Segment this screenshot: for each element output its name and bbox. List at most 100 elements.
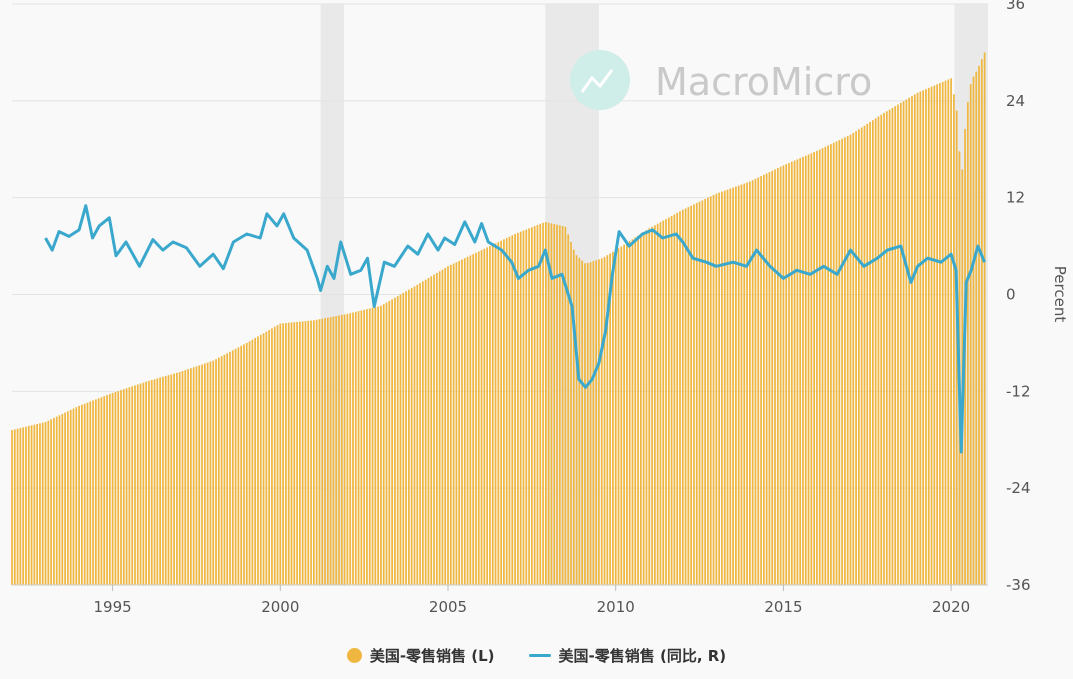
bar <box>108 394 111 585</box>
bar <box>746 182 748 586</box>
bar <box>807 154 810 586</box>
bar <box>925 89 927 586</box>
bar <box>665 219 667 585</box>
bar <box>743 183 746 585</box>
bar <box>754 178 757 586</box>
bar <box>477 251 480 586</box>
bar <box>715 193 718 585</box>
bar <box>525 229 528 585</box>
bar <box>556 224 558 585</box>
bar <box>522 230 525 586</box>
bar <box>785 164 788 585</box>
bar <box>804 155 807 585</box>
bar <box>100 397 103 585</box>
bar <box>53 417 55 585</box>
bar <box>612 251 614 585</box>
bar <box>201 364 203 585</box>
y-axis-ticks: 36 24 12 0 -12 -24 -36 <box>1006 0 1031 594</box>
bar <box>134 385 136 585</box>
x-tick-label: 2015 <box>764 598 802 616</box>
bar <box>578 257 581 585</box>
bar <box>285 323 287 585</box>
bar <box>592 261 595 585</box>
bar <box>656 223 659 586</box>
bar <box>729 188 732 585</box>
retail-sales-bars <box>11 52 986 586</box>
bar <box>173 373 175 585</box>
bar <box>642 231 645 586</box>
bar <box>349 313 352 585</box>
bar <box>117 391 120 585</box>
bar <box>561 226 564 585</box>
bar <box>16 428 19 585</box>
bar <box>614 250 617 586</box>
bar <box>704 199 707 585</box>
bar <box>25 426 27 585</box>
bar <box>380 305 382 585</box>
bar <box>192 367 195 585</box>
bar <box>156 378 159 585</box>
bar <box>877 116 880 585</box>
bar <box>832 142 835 586</box>
bar <box>888 109 891 586</box>
bar <box>762 174 765 586</box>
bar <box>75 407 78 585</box>
bar <box>681 209 684 586</box>
bar <box>693 204 695 585</box>
bar <box>371 307 374 585</box>
bar <box>111 392 114 585</box>
bar <box>486 247 489 586</box>
bar <box>290 322 293 585</box>
bar <box>30 425 33 585</box>
bar <box>497 242 500 585</box>
bar <box>461 259 463 585</box>
watermark-text: MacroMicro <box>655 60 872 104</box>
bar <box>335 316 338 585</box>
bar <box>50 419 52 585</box>
bar <box>897 104 899 585</box>
bar <box>282 323 284 585</box>
bar <box>421 281 424 585</box>
bar <box>760 176 762 586</box>
retail-sales-yoy-line <box>44 204 986 454</box>
bar <box>81 404 83 585</box>
bar <box>508 236 511 585</box>
bar <box>296 321 298 585</box>
bar <box>58 415 61 585</box>
bar <box>891 107 894 585</box>
bar <box>830 144 832 586</box>
bar <box>131 386 134 585</box>
bar <box>684 208 687 586</box>
y-tick-label: 12 <box>1006 189 1025 207</box>
bar <box>97 398 100 585</box>
bar <box>265 331 268 585</box>
bar <box>89 401 92 585</box>
bar <box>690 205 693 585</box>
bar <box>78 405 80 585</box>
bar <box>905 99 908 585</box>
bar <box>919 91 922 586</box>
bar <box>927 87 930 585</box>
bar <box>142 382 145 585</box>
bar <box>374 307 377 585</box>
bar <box>198 365 201 585</box>
bar <box>72 408 75 585</box>
bar <box>749 181 751 585</box>
bar <box>550 223 553 585</box>
bar <box>894 106 897 586</box>
bar <box>455 262 458 585</box>
legend-item-retail-sales[interactable]: 美国-零售销售 (L) <box>346 645 495 666</box>
bar <box>799 158 802 585</box>
bar <box>841 138 843 586</box>
bar <box>511 235 514 585</box>
bar <box>653 225 656 585</box>
bar <box>751 180 754 586</box>
bar <box>606 255 609 586</box>
legend-item-retail-sales-yoy[interactable]: 美国-零售销售 (同比, R) <box>528 645 726 666</box>
bar <box>679 211 681 585</box>
bar <box>427 278 430 585</box>
bar <box>553 224 556 585</box>
legend: 美国-零售销售 (L) 美国-零售销售 (同比, R) <box>0 645 1073 666</box>
x-tick-label: 1995 <box>94 598 132 616</box>
